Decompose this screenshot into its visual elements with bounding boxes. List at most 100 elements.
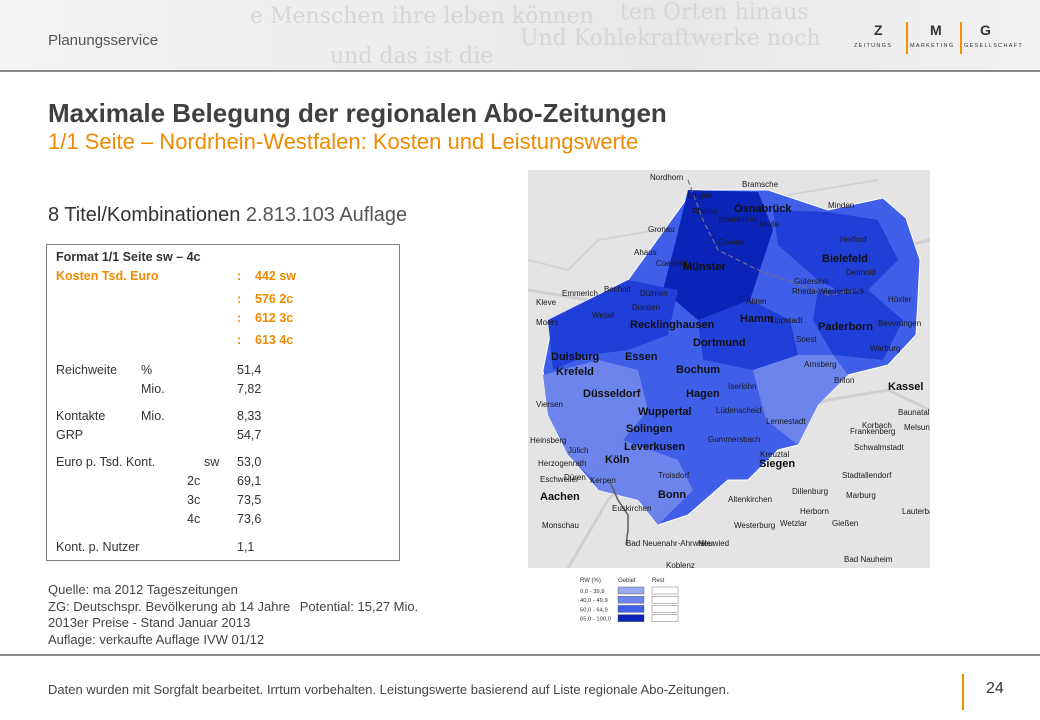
paderborn-area	[813, 290, 903, 360]
map-city-label: Melsungen	[904, 423, 930, 432]
map-major-city-label: Köln	[605, 454, 630, 466]
source-line-1: Quelle: ma 2012 Tageszeitungen	[48, 582, 238, 597]
map-city-label: Bramsche	[742, 180, 779, 189]
costs-label: Kosten Tsd. Euro	[56, 269, 159, 283]
legend-range-label: 40,0 - 49,9	[580, 598, 608, 604]
header-background: e Menschen ihre leben können Und Kohlekr…	[0, 0, 1040, 72]
map-city-label: Beverungen	[878, 319, 921, 328]
map-city-label: Heinsberg	[530, 436, 566, 445]
section-label: Planungsservice	[48, 32, 159, 49]
map-city-label: Gronau	[648, 225, 675, 234]
map-major-city-label: Wuppertal	[638, 406, 692, 418]
reach-mio-unit: Mio.	[141, 382, 165, 396]
map-bold-labels: Münster Bielefeld Paderborn Dortmund Duisbur…	[540, 203, 923, 503]
map-city-label: Lauterbach	[902, 507, 930, 516]
map-city-label: Baunatal	[898, 408, 930, 417]
map-city-label: Viersen	[536, 400, 563, 409]
sauerland-area	[753, 355, 848, 445]
map-city-label: Eschweiler	[540, 475, 579, 484]
cost-value-3: 613 4c	[255, 333, 294, 347]
source-line-4: Auflage: verkaufte Auflage IVW 01/12	[48, 631, 265, 647]
map-city-label: Schwalmstadt	[854, 443, 905, 452]
map-city-label: Lennestadt	[766, 417, 806, 426]
legend-rows: 0,0 - 39,9 40,0 - 49,9 50,0 - 64,9 65,0 - 1…	[580, 586, 679, 623]
legend-header-gebiet: Gebiet	[618, 578, 636, 584]
map-major-city-label: Bochum	[676, 364, 720, 376]
map-city-label: Lüdenscheid	[716, 406, 761, 415]
rhine-river	[609, 481, 629, 546]
reach-label: Reichweite	[56, 363, 118, 377]
map-city-label: Koblenz	[666, 561, 695, 568]
map-major-city-label: Aachen	[540, 491, 580, 503]
map-city-label: Monschau	[542, 521, 579, 530]
count-label: 8 Titel/Kombinationen	[48, 204, 241, 226]
map-city-label: Ahlen	[746, 297, 766, 306]
page-title: Maximale Belegung der regionalen Abo-Zei…	[48, 98, 667, 128]
zmg-logo: Z M G ZEITUNGS MARKETING GESELLSCHAFT	[852, 22, 1022, 56]
map-city-label: Gießen	[832, 519, 858, 528]
munster-area	[663, 190, 773, 320]
legend-swatch-rest	[651, 586, 679, 595]
map-city-label: Moers	[536, 318, 558, 327]
map-city-label: Westerburg	[734, 521, 775, 530]
map-city-label: Iserlohn	[728, 382, 756, 391]
map-major-city-label: Krefeld	[556, 366, 594, 378]
logo-sub-3: GESELLSCHAFT	[964, 43, 1024, 49]
logo-letter-z: Z	[874, 22, 885, 38]
legend-swatch-rest	[651, 614, 679, 622]
map-city-label: Stadtallendorf	[842, 471, 892, 480]
contacts-value: 8,33	[237, 409, 262, 423]
map-major-city-label: Duisburg	[551, 351, 599, 363]
tkp-variant-2: 3c	[187, 493, 201, 507]
map-major-city-label: Kassel	[888, 381, 923, 393]
map-major-city-label: Dortmund	[693, 337, 746, 349]
legend-swatch-gebiet	[617, 586, 645, 595]
kpi-table: Format 1/1 Seite sw – 4c Kosten Tsd. Eur…	[46, 244, 400, 561]
map-city-label: Höxter	[888, 295, 912, 304]
map-major-city-label: Münster	[683, 261, 727, 273]
legend-swatch-gebiet	[617, 596, 645, 604]
legend-swatch-gebiet	[617, 614, 645, 622]
map-major-city-label: Recklinghausen	[630, 319, 715, 331]
map-city-label: Neuwied	[698, 539, 729, 548]
map-major-city-label: Leverkusen	[624, 441, 685, 453]
title-count: 8 Titel/Kombinationen 2.813.103 Auflage	[48, 204, 407, 227]
map-city-label: Ahaus	[634, 248, 657, 257]
legend-swatch-rest	[651, 596, 679, 604]
map-major-city-label: Düsseldorf	[583, 388, 641, 400]
map-city-label: Marburg	[846, 491, 876, 500]
map-city-label: Herborn	[800, 507, 829, 516]
map-city-label: Ibbenbüren	[718, 215, 758, 224]
nrw-coverage-map: Nordhorn Bramsche Minden Melle Herford Detmol…	[528, 170, 930, 568]
count-value: 2.813.103 Auflage	[245, 204, 408, 226]
map-city-label: Kleve	[536, 298, 557, 307]
tkp-variant-1: 2c	[187, 474, 201, 488]
map-major-city-label: Bonn	[658, 489, 686, 501]
format-label: Format 1/1 Seite sw – 4c	[56, 250, 201, 264]
map-city-labels: Nordhorn Bramsche Minden Melle Herford Detmol…	[530, 173, 930, 568]
map-city-label: Wetzlar	[780, 519, 807, 528]
map-city-label: Kreuztal	[760, 450, 790, 459]
map-major-city-label: Osnabrück	[734, 203, 792, 215]
map-city-label: Bad Nauheim	[844, 555, 893, 564]
bergisch-area	[638, 360, 766, 460]
legend-swatch-rest	[651, 605, 679, 613]
map-city-label: Gummersbach	[708, 435, 760, 444]
tkp-value-3: 73,6	[237, 512, 262, 526]
legend-range-label: 65,0 - 100,0	[580, 617, 611, 623]
map-city-label: Coesfeld	[656, 259, 688, 268]
map-city-label: Rheda-Wiedenbrück	[792, 287, 866, 296]
tkp-variant-0: sw	[204, 455, 220, 469]
logo-bar-1	[906, 22, 908, 54]
source-notes: Quelle: ma 2012 Tageszeitungen ZG: Deuts…	[48, 582, 418, 648]
map-city-label: Bocholt	[604, 285, 631, 294]
legend-range-label: 50,0 - 64,9	[580, 607, 608, 613]
footer-disclaimer: Daten wurden mit Sorgfalt bearbeitet. Ir…	[48, 682, 730, 697]
map-city-label: Rheine	[692, 207, 718, 216]
source-target-group: ZG: Deutschspr. Bevölkerung ab 14 Jahre	[48, 598, 291, 614]
map-city-label: Arnsberg	[804, 360, 836, 369]
map-city-label: Lingen	[688, 191, 712, 200]
map-city-label: Jülich	[568, 446, 588, 455]
header-divider	[0, 70, 1040, 72]
map-city-label: Lippstadt	[770, 316, 803, 325]
